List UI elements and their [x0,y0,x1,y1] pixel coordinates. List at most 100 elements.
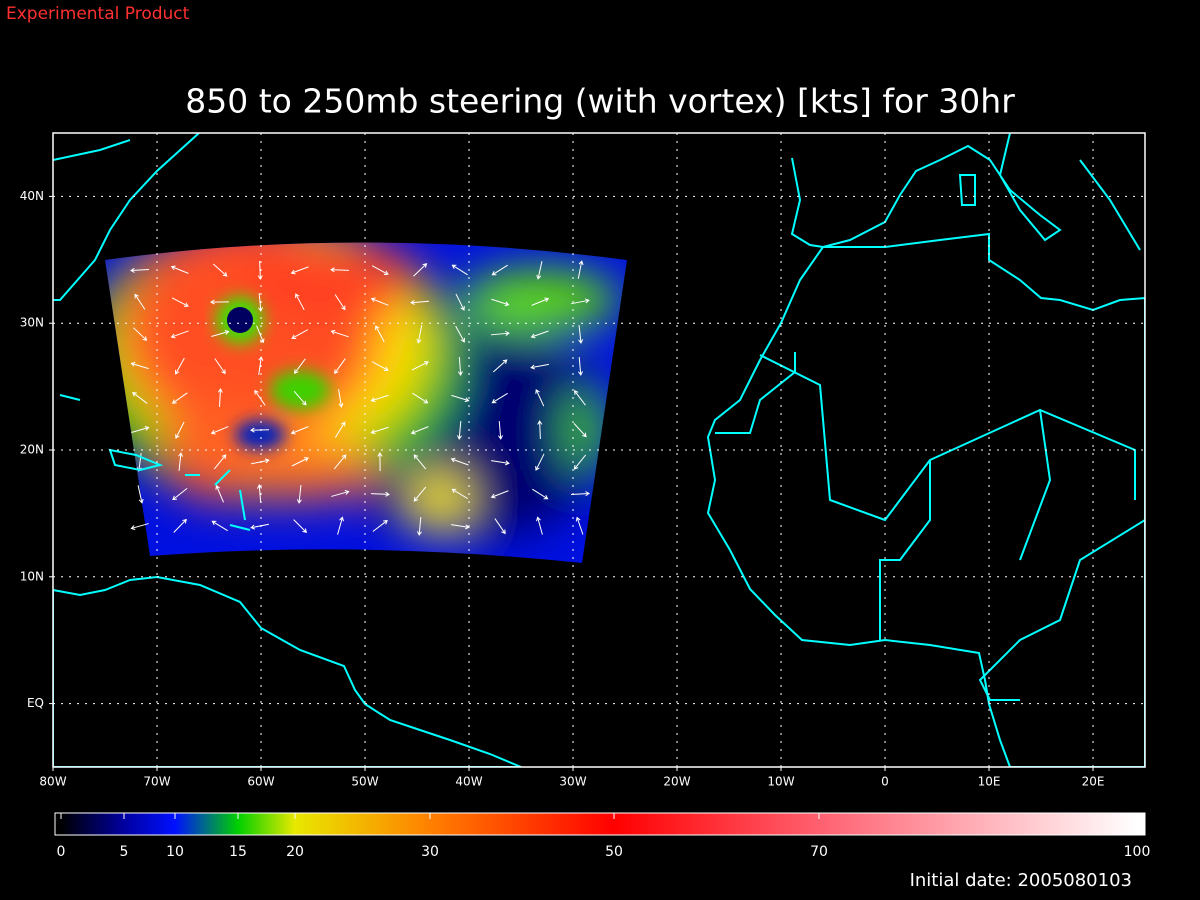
wind-arrow [171,392,188,404]
wind-arrow [536,516,543,535]
y-tick-label: 10N [20,569,44,583]
wind-arrow [491,460,510,466]
y-tick-label: 30N [20,316,44,330]
wind-arrow [375,325,385,343]
colorbar-tick-label: 0 [57,844,66,860]
north-america-coast [53,133,200,301]
wind-arrow [291,329,309,340]
wind-arrow [457,356,463,376]
wind-arrow [290,426,309,435]
africa-coast [706,232,1145,767]
wind-arrow [490,490,509,499]
colorbar-tick-label: 50 [605,844,623,860]
wind-arrow [294,358,306,375]
x-tick-label: 50W [351,775,378,789]
wind-arrow [530,363,549,370]
wind-arrow [371,265,389,275]
wind-arrows [130,260,590,536]
wind-arrow [337,516,344,535]
wind-arrow [170,330,189,339]
wind-arrow [217,388,223,408]
wind-arrow [293,390,307,406]
wind-arrow [410,426,429,435]
wind-arrow [215,484,224,503]
colorbar-tick-label: 70 [810,844,828,860]
wind-arrow [412,392,429,404]
wind-arrow [214,358,226,375]
wind-arrow [370,426,389,435]
wind-arrow [491,264,508,276]
x-tick-label: 80W [39,775,66,789]
wind-arrow [498,420,503,440]
colorbar-tick-label: 10 [166,844,184,860]
x-tick-label: 60W [247,775,274,789]
wind-arrow [174,357,185,375]
x-tick-label: 40W [455,775,482,789]
wind-arrow [172,488,188,501]
colorbar-tick-label: 5 [120,844,129,860]
y-tick-label: EQ [27,696,44,710]
wind-arrow [490,330,510,336]
wind-arrow [492,359,508,373]
wind-arrow [531,297,550,306]
colorbar [54,812,1146,836]
y-tick-label: 20N [20,443,44,457]
wind-arrow [570,491,590,497]
wind-arrow [370,394,389,403]
wind-arrow [450,457,469,466]
wind-arrow [130,523,149,530]
wind-arrow [334,358,346,375]
wind-arrow [530,330,549,339]
wind-arrow [210,426,229,435]
colorbar-tick-label: 100 [1124,844,1151,860]
borders [715,352,1145,701]
wind-arrow [577,260,584,279]
wind-arrow [573,390,586,406]
wind-arrow [491,392,508,404]
colorbar-tick-label: 15 [229,844,247,860]
wind-arrow [457,420,462,440]
map-title: 850 to 250mb steering (with vortex) [kts… [185,82,1015,121]
wind-arrow [370,297,389,306]
wind-arrow [290,266,309,275]
wind-arrow [256,325,265,344]
x-tick-label: 10E [978,775,1001,789]
wind-arrow [212,263,228,277]
footer: Initial date: 2005080103 [910,870,1132,891]
wind-arrow [170,265,189,274]
axis-ticks: 80W 70W 60W 50W 40W 30W 20W 10W 0 10E 20E EQ 10N 20N 3… [20,189,1105,789]
wind-arrow [413,486,427,502]
wind-arrow [535,453,545,471]
wind-arrow [575,516,584,535]
wind-arrow [211,520,228,532]
wind-arrow [537,420,543,440]
wind-arrow [295,293,305,311]
wind-arrow [171,297,189,307]
wind-arrow [250,523,269,530]
wind-arrow [370,491,390,497]
wind-arrow [213,454,227,470]
caribbean-coast [59,394,251,531]
wind-arrow [573,454,587,470]
wind-arrow [133,327,148,341]
wind-arrow [331,490,350,497]
wind-arrow [411,361,429,371]
wind-arrow [451,488,468,500]
wind-arrow [291,457,309,467]
wind-arrow [455,325,465,343]
wind-arrow [451,264,468,276]
wind-arrow [532,488,549,500]
wind-arrow [293,519,308,534]
x-tick-label: 10W [767,775,794,789]
x-tick-label: 20E [1082,775,1105,789]
wind-arrow [134,293,146,310]
wind-arrow [210,299,230,305]
wind-arrow [130,361,149,370]
wind-arrow [330,267,350,273]
wind-arrow [536,261,543,280]
wind-arrow [178,452,184,472]
wind-arrow [413,454,427,470]
wind-arrow [257,484,263,504]
wind-arrow [333,454,347,470]
